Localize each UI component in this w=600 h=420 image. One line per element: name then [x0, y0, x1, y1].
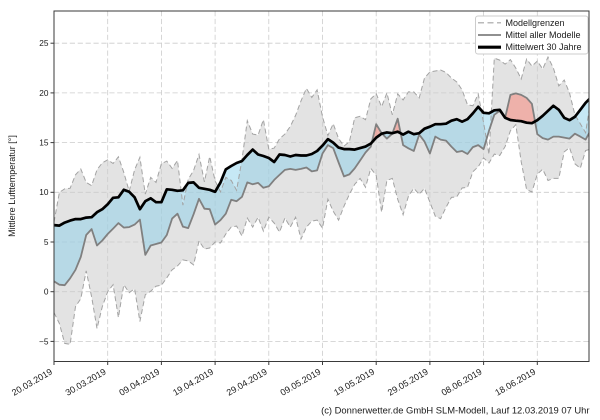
svg-text:25: 25: [39, 38, 49, 48]
svg-text:Modellgrenzen: Modellgrenzen: [506, 18, 565, 28]
svg-text:5: 5: [44, 237, 49, 247]
svg-text:20: 20: [39, 88, 49, 98]
svg-text:Mittel aller Modelle: Mittel aller Modelle: [506, 30, 581, 40]
svg-text:10: 10: [39, 187, 49, 197]
svg-text:Mittlere Lufttemperatur [°]: Mittlere Lufttemperatur [°]: [7, 135, 17, 237]
svg-text:Mittelwert 30 Jahre: Mittelwert 30 Jahre: [506, 42, 582, 52]
svg-text:−5: −5: [39, 336, 49, 346]
svg-text:0: 0: [44, 287, 49, 297]
svg-text:15: 15: [39, 138, 49, 148]
svg-text:(c) Donnerwetter.de GmbH SLM-M: (c) Donnerwetter.de GmbH SLM-Modell, Lau…: [321, 405, 589, 416]
